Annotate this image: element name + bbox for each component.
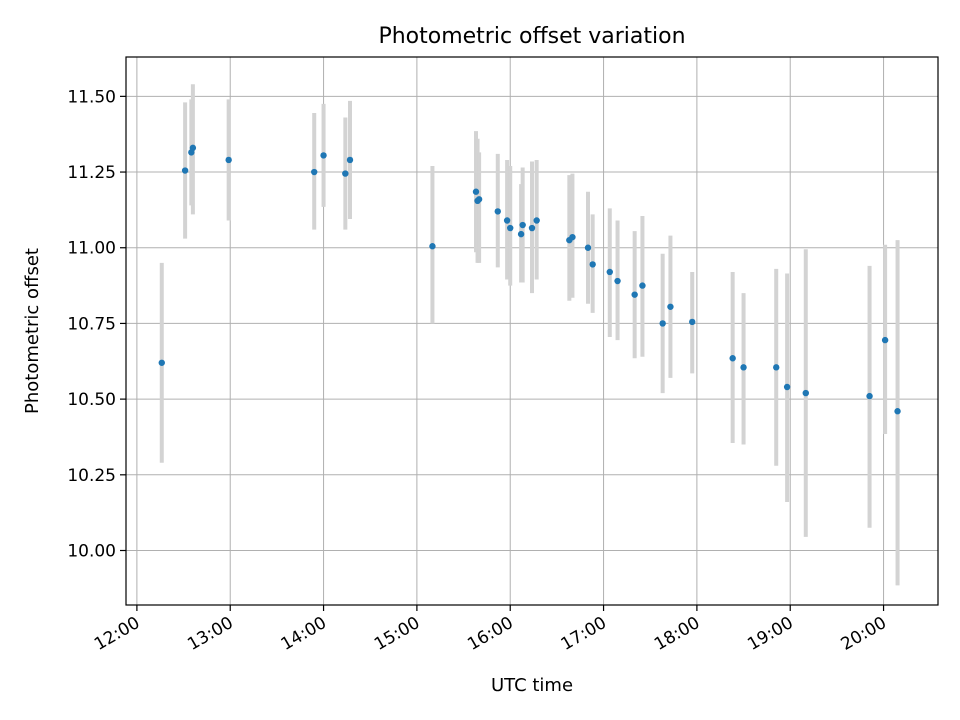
data-point xyxy=(181,167,189,174)
x-tick-label: 16:00 xyxy=(464,613,516,655)
data-point xyxy=(881,336,889,344)
x-tick-label: 14:00 xyxy=(278,613,330,655)
grid-lines xyxy=(126,57,938,605)
data-point xyxy=(783,383,791,391)
data-point xyxy=(517,230,525,238)
x-axis-ticks: 12:00 13:00 14:00 15:00 16:00 17:00 18:00 19:00… xyxy=(91,605,890,655)
y-axis-label: Photometric offset xyxy=(22,248,43,414)
data-point xyxy=(639,282,646,289)
data-point xyxy=(659,320,666,327)
data-point xyxy=(346,156,354,164)
data-point xyxy=(503,217,511,224)
data-point xyxy=(429,243,436,250)
data-point xyxy=(494,208,501,215)
data-point xyxy=(584,244,592,251)
data-point xyxy=(606,268,613,276)
x-axis-label: UTC time xyxy=(491,675,573,696)
error-bars xyxy=(159,84,900,586)
y-tick-label: 11.25 xyxy=(67,163,116,183)
x-tick-label: 19:00 xyxy=(744,613,796,655)
data-point xyxy=(472,188,480,195)
y-axis-ticks: 10.00 10.25 10.50 10.75 11.00 11.25 11.50 xyxy=(67,87,126,562)
data-point xyxy=(802,389,809,397)
data-point xyxy=(740,364,747,371)
y-tick-label: 10.25 xyxy=(67,466,116,486)
data-point xyxy=(689,318,696,326)
data-point xyxy=(569,233,576,241)
data-point xyxy=(533,217,540,224)
plot-frame xyxy=(125,56,939,606)
data-point xyxy=(667,303,674,310)
x-tick-label: 20:00 xyxy=(838,613,890,655)
y-tick-label: 11.00 xyxy=(67,239,116,259)
data-point xyxy=(729,355,736,362)
data-point xyxy=(866,392,873,400)
data-point xyxy=(158,359,165,366)
data-point xyxy=(589,261,596,268)
data-point xyxy=(773,364,780,371)
y-tick-label: 10.50 xyxy=(67,390,116,410)
x-tick-label: 15:00 xyxy=(371,613,423,655)
data-point xyxy=(342,170,349,177)
x-tick-label: 18:00 xyxy=(651,613,703,655)
data-point xyxy=(894,408,901,415)
data-point xyxy=(311,168,318,176)
data-point xyxy=(528,224,536,232)
x-tick-label: 13:00 xyxy=(184,613,236,655)
data-point xyxy=(519,221,526,229)
data-point xyxy=(614,277,621,285)
y-tick-label: 10.75 xyxy=(67,314,116,334)
data-point xyxy=(189,144,197,152)
y-tick-label: 10.00 xyxy=(67,542,116,562)
data-point xyxy=(507,224,514,232)
x-tick-label: 17:00 xyxy=(558,613,610,655)
data-point xyxy=(631,291,638,298)
data-point xyxy=(225,156,232,164)
y-tick-label: 11.50 xyxy=(67,87,116,107)
chart-title: Photometric offset variation xyxy=(378,24,685,49)
data-point xyxy=(320,152,327,159)
x-tick-label: 12:00 xyxy=(91,613,143,655)
data-point xyxy=(475,196,483,203)
data-points xyxy=(158,144,901,415)
